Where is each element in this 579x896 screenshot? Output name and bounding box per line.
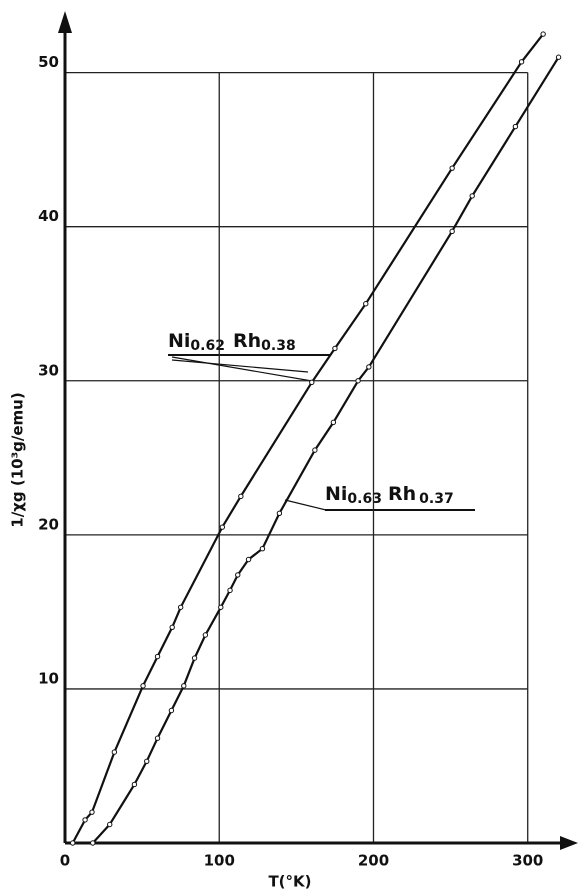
data-point — [90, 840, 96, 846]
data-point — [259, 546, 266, 552]
data-point — [191, 655, 198, 661]
data-point — [330, 419, 337, 426]
leader-line — [171, 356, 313, 382]
data-point — [309, 379, 315, 386]
series-label: Ni0.63 Rh 0.37 — [325, 483, 454, 508]
data-point — [227, 587, 233, 594]
data-point — [366, 364, 372, 370]
data-point — [512, 123, 519, 130]
data-point — [181, 683, 187, 689]
data-point — [111, 749, 118, 755]
series-label-part: Ni — [325, 483, 347, 505]
y-tick-label: 20 — [38, 515, 59, 533]
data-point — [107, 821, 113, 828]
data-point — [312, 447, 318, 453]
series-label-part: 0.38 — [261, 338, 296, 354]
data-point — [235, 572, 241, 578]
data-point — [144, 758, 150, 765]
series-label-part: 0.62 — [190, 338, 225, 354]
data-point — [363, 301, 369, 307]
x-tick-label: 0 — [60, 852, 70, 870]
x-axis-label: T(°K) — [268, 873, 311, 891]
series-label-part: Ni — [168, 330, 190, 352]
data-point — [168, 707, 175, 714]
data-point — [332, 345, 338, 352]
data-point — [540, 31, 546, 37]
data-point — [449, 165, 455, 171]
data-point — [70, 840, 76, 846]
series-label-part: 0.63 — [347, 491, 382, 507]
series-label: Ni0.62 Rh0.38 — [168, 330, 296, 355]
data-point — [169, 624, 175, 630]
x-tick-label: 300 — [512, 852, 543, 870]
data-point — [238, 493, 244, 500]
data-point — [276, 510, 283, 516]
data-point — [177, 604, 184, 610]
series-label-part: Rh — [388, 483, 416, 505]
y-axis-arrow — [58, 11, 72, 33]
data-point — [518, 59, 525, 65]
y-tick-label: 30 — [38, 361, 59, 379]
y-axis-label: 1/χg (10³g/emu) — [9, 392, 27, 527]
x-tick-label: 200 — [358, 852, 389, 870]
x-axis-arrow — [560, 836, 578, 850]
data-point — [218, 604, 224, 610]
data-point — [154, 735, 161, 741]
series-label-part: 0.37 — [419, 491, 454, 507]
series-line — [71, 33, 545, 844]
series-line — [91, 56, 560, 844]
y-tick-label: 50 — [38, 53, 59, 71]
series-label-part: Rh — [233, 330, 261, 352]
x-tick-label: 100 — [204, 852, 235, 870]
leader-line — [284, 499, 327, 511]
data-point — [82, 817, 88, 823]
data-point — [219, 524, 226, 530]
leader-line — [171, 359, 309, 373]
data-point — [140, 683, 146, 689]
data-point — [131, 781, 138, 788]
data-point — [245, 556, 252, 563]
y-tick-label: 10 — [38, 669, 59, 687]
data-point — [202, 632, 209, 638]
data-point — [449, 228, 455, 235]
data-point — [154, 653, 161, 660]
data-point — [355, 378, 361, 384]
y-tick-label: 40 — [38, 207, 59, 225]
data-point — [469, 193, 475, 199]
data-point — [555, 54, 562, 60]
data-point — [89, 809, 95, 815]
